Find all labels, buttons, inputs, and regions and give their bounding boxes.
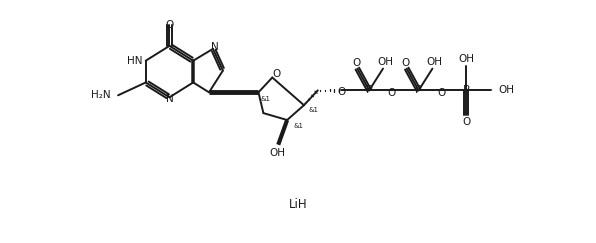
Text: N: N — [211, 42, 219, 52]
Text: OH: OH — [377, 57, 393, 67]
Text: OH: OH — [426, 57, 442, 67]
Text: P: P — [462, 85, 470, 95]
Text: O: O — [437, 88, 445, 98]
Text: P: P — [415, 85, 422, 95]
Text: N: N — [166, 94, 173, 104]
Text: &1: &1 — [293, 123, 303, 129]
Text: HN: HN — [128, 56, 143, 66]
Text: O: O — [165, 20, 173, 30]
Text: O: O — [402, 58, 410, 68]
Text: OH: OH — [269, 148, 285, 158]
Text: &1: &1 — [260, 96, 271, 102]
Text: &1: &1 — [309, 107, 319, 113]
Text: OH: OH — [499, 85, 515, 95]
Text: P: P — [366, 85, 372, 95]
Text: H₂N: H₂N — [91, 90, 110, 100]
Text: O: O — [272, 69, 280, 78]
Text: LiH: LiH — [288, 198, 308, 210]
Text: O: O — [388, 88, 396, 98]
Text: O: O — [462, 117, 470, 127]
Text: O: O — [352, 58, 361, 68]
Text: O: O — [337, 87, 346, 97]
Text: OH: OH — [458, 54, 474, 64]
